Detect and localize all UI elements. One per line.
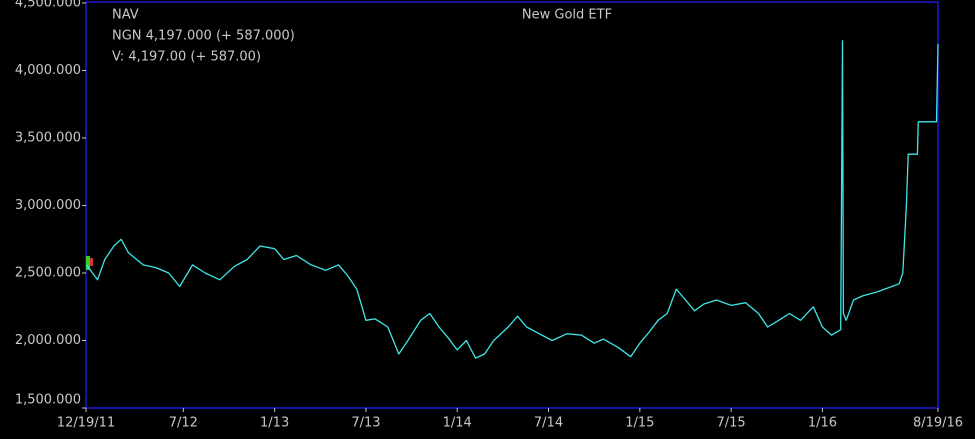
- y-tick-label: 4,000.000: [15, 63, 81, 78]
- price-line: [85, 40, 939, 359]
- start-marker: [86, 256, 90, 270]
- x-tick-label: 7/14: [534, 416, 563, 431]
- x-tick-label: 8/19/16: [913, 416, 963, 431]
- y-tick-label: 1,500.000: [15, 393, 81, 408]
- x-tick-label: 1/16: [808, 416, 837, 431]
- x-tick-label: 12/19/11: [57, 416, 115, 431]
- x-tick-label: 1/15: [625, 416, 654, 431]
- x-tick-label: 1/14: [443, 416, 472, 431]
- x-tick-label: 7/13: [351, 416, 380, 431]
- annotation: V: 4,197.00 (+ 587.00): [112, 50, 261, 65]
- chart-title: New Gold ETF: [522, 8, 612, 23]
- annotation: NGN 4,197.000 (+ 587.000): [112, 29, 295, 44]
- y-tick-label: 3,000.000: [15, 198, 81, 213]
- series-name: NAV: [112, 8, 139, 23]
- start-marker: [90, 258, 93, 266]
- y-tick-label: 2,000.000: [15, 333, 81, 348]
- y-tick-label: 3,500.000: [15, 131, 81, 146]
- x-tick-label: 7/12: [169, 416, 198, 431]
- x-tick-label: 7/15: [717, 416, 746, 431]
- y-tick-label: 4,500.000: [15, 0, 81, 11]
- x-tick-label: 1/13: [260, 416, 289, 431]
- y-tick-label: 2,500.000: [15, 266, 81, 281]
